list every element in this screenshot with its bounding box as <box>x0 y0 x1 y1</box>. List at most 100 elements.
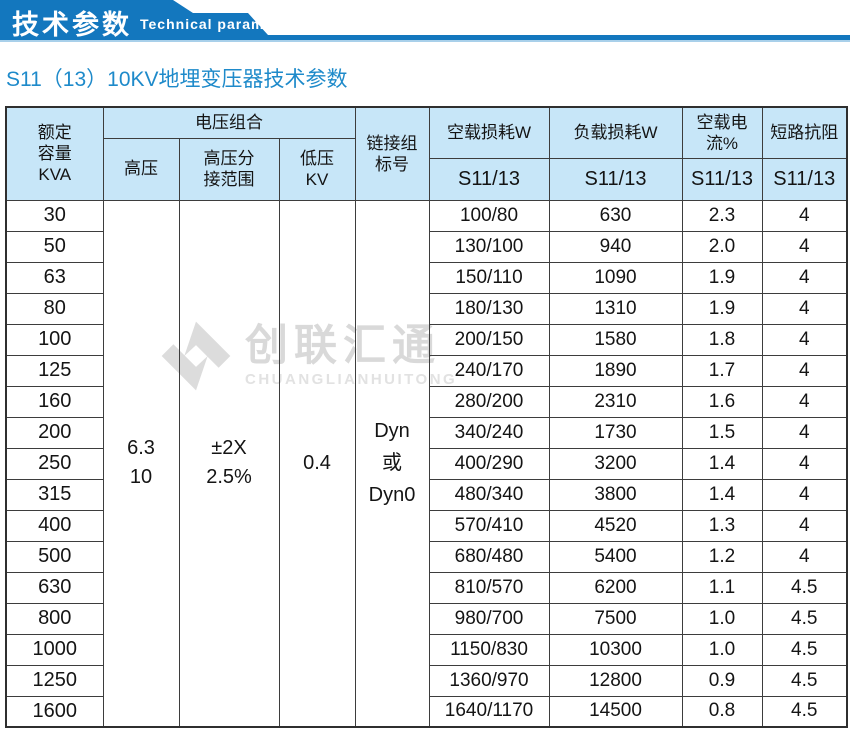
kva-cell: 1600 <box>5 695 104 728</box>
kva-cell: 125 <box>5 354 104 387</box>
table-row: 80 180/130 1310 1.9 4 <box>5 292 848 325</box>
load-loss-cell: 1580 <box>548 323 683 356</box>
kva-cell: 630 <box>5 571 104 604</box>
table-row: 500 680/480 5400 1.2 4 <box>5 540 848 573</box>
table-row: 1250 1360/970 12800 0.9 4.5 <box>5 664 848 697</box>
no-load-current-cell: 1.0 <box>681 602 763 635</box>
load-loss-cell: 3200 <box>548 447 683 480</box>
load-loss-cell: 3800 <box>548 478 683 511</box>
header-voltage-group: 电压组合 <box>102 106 356 139</box>
load-loss-cell: 1310 <box>548 292 683 325</box>
header-impedance: 短路抗阻 <box>761 106 848 159</box>
load-loss-cell: 5400 <box>548 540 683 573</box>
no-load-loss-cell: 1640/1170 <box>428 695 550 728</box>
load-loss-cell: 1090 <box>548 261 683 294</box>
impedance-cell: 4 <box>761 447 848 480</box>
no-load-current-cell: 1.0 <box>681 633 763 666</box>
header-tap-range: 高压分 接范围 <box>178 137 280 201</box>
no-load-current-cell: 1.5 <box>681 416 763 449</box>
kva-cell: 160 <box>5 385 104 418</box>
no-load-loss-cell: 200/150 <box>428 323 550 356</box>
kva-cell: 500 <box>5 540 104 573</box>
header-vector-group: 链接组 标号 <box>354 106 430 201</box>
header-no-load-current: 空载电流% <box>681 106 763 159</box>
header-load-loss: 负载损耗W <box>548 106 683 159</box>
no-load-loss-cell: 980/700 <box>428 602 550 635</box>
kva-cell: 30 <box>5 199 104 232</box>
no-load-loss-cell: 400/290 <box>428 447 550 480</box>
load-loss-cell: 940 <box>548 230 683 263</box>
kva-cell: 200 <box>5 416 104 449</box>
table-body: 30 6.3 10 ±2X 2.5% 0.4 Dyn 或 Dyn0 100/80 630 2.… <box>5 199 848 728</box>
kva-cell: 800 <box>5 602 104 635</box>
table-row: 630 810/570 6200 1.1 4.5 <box>5 571 848 604</box>
kva-cell: 250 <box>5 447 104 480</box>
impedance-cell: 4.5 <box>761 664 848 697</box>
no-load-loss-cell: 130/100 <box>428 230 550 263</box>
kva-cell: 400 <box>5 509 104 542</box>
kva-cell: 315 <box>5 478 104 511</box>
no-load-loss-cell: 480/340 <box>428 478 550 511</box>
kva-cell: 1000 <box>5 633 104 666</box>
no-load-current-cell: 1.4 <box>681 447 763 480</box>
impedance-cell: 4 <box>761 261 848 294</box>
no-load-loss-cell: 680/480 <box>428 540 550 573</box>
header-series-impedance: S11/13 <box>761 157 848 201</box>
load-loss-cell: 14500 <box>548 695 683 728</box>
impedance-cell: 4 <box>761 540 848 573</box>
impedance-cell: 4 <box>761 292 848 325</box>
parameter-table: 额定 容量 KVA 电压组合 链接组 标号 空载损耗W 负载损耗W 空载电流% … <box>5 106 848 728</box>
table-row: 100 200/150 1580 1.8 4 <box>5 323 848 356</box>
kva-cell: 50 <box>5 230 104 263</box>
no-load-current-cell: 1.1 <box>681 571 763 604</box>
impedance-cell: 4.5 <box>761 571 848 604</box>
table-row: 1600 1640/1170 14500 0.8 4.5 <box>5 695 848 728</box>
load-loss-cell: 630 <box>548 199 683 232</box>
no-load-current-cell: 1.3 <box>681 509 763 542</box>
table-row: 200 340/240 1730 1.5 4 <box>5 416 848 449</box>
no-load-loss-cell: 340/240 <box>428 416 550 449</box>
load-loss-cell: 7500 <box>548 602 683 635</box>
header-series-no-load-current: S11/13 <box>681 157 763 201</box>
header-series-load-loss: S11/13 <box>548 157 683 201</box>
load-loss-cell: 10300 <box>548 633 683 666</box>
no-load-loss-cell: 1150/830 <box>428 633 550 666</box>
load-loss-cell: 1890 <box>548 354 683 387</box>
no-load-current-cell: 1.2 <box>681 540 763 573</box>
no-load-loss-cell: 180/130 <box>428 292 550 325</box>
no-load-current-cell: 0.9 <box>681 664 763 697</box>
no-load-loss-cell: 280/200 <box>428 385 550 418</box>
banner-subtitle: Technical parameter <box>140 16 295 32</box>
header-series-no-load-loss: S11/13 <box>428 157 550 201</box>
no-load-current-cell: 0.8 <box>681 695 763 728</box>
low-voltage-merged-cell: 0.4 <box>278 199 356 728</box>
table-row: 250 400/290 3200 1.4 4 <box>5 447 848 480</box>
kva-cell: 63 <box>5 261 104 294</box>
no-load-current-cell: 2.3 <box>681 199 763 232</box>
header-no-load-loss: 空载损耗W <box>428 106 550 159</box>
table-row: 30 6.3 10 ±2X 2.5% 0.4 Dyn 或 Dyn0 100/80 630 2.… <box>5 199 848 728</box>
kva-cell: 80 <box>5 292 104 325</box>
no-load-loss-cell: 240/170 <box>428 354 550 387</box>
table-row: 315 480/340 3800 1.4 4 <box>5 478 848 511</box>
no-load-current-cell: 2.0 <box>681 230 763 263</box>
header-low-voltage: 低压 KV <box>278 137 356 201</box>
impedance-cell: 4.5 <box>761 633 848 666</box>
impedance-cell: 4 <box>761 509 848 542</box>
impedance-cell: 4 <box>761 230 848 263</box>
impedance-cell: 4 <box>761 354 848 387</box>
no-load-current-cell: 1.9 <box>681 261 763 294</box>
kva-cell: 100 <box>5 323 104 356</box>
spec-sheet: 创联汇通 CHUANGLIANHUITONG 额定 容量 KVA 电压组合 链接… <box>5 106 848 728</box>
no-load-loss-cell: 810/570 <box>428 571 550 604</box>
no-load-current-cell: 1.9 <box>681 292 763 325</box>
table-row: 1000 1150/830 10300 1.0 4.5 <box>5 633 848 666</box>
no-load-current-cell: 1.8 <box>681 323 763 356</box>
impedance-cell: 4 <box>761 199 848 232</box>
no-load-loss-cell: 100/80 <box>428 199 550 232</box>
high-voltage-merged-cell: 6.3 10 <box>102 199 180 728</box>
load-loss-cell: 2310 <box>548 385 683 418</box>
impedance-cell: 4.5 <box>761 602 848 635</box>
no-load-loss-cell: 150/110 <box>428 261 550 294</box>
header-high-voltage: 高压 <box>102 137 180 201</box>
